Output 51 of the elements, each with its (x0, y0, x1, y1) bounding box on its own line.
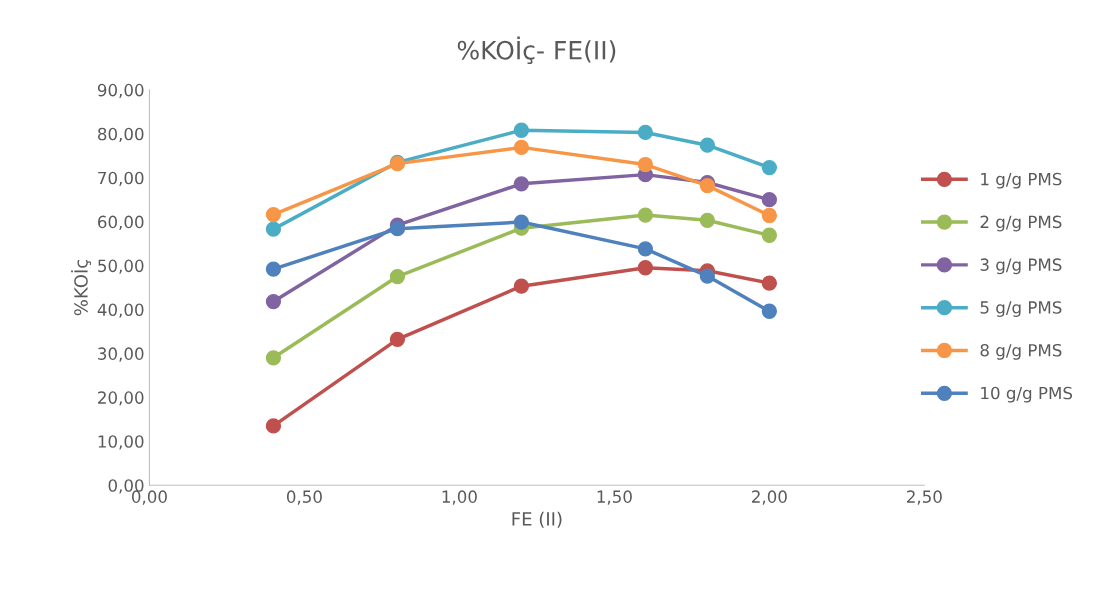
x-tick-label: 2,50 (907, 490, 942, 505)
legend-label: 3 g/g PMS (980, 258, 1062, 275)
y-tick-label: 70,00 (98, 171, 144, 186)
point (265, 350, 282, 366)
y-tick-label: 20,00 (98, 391, 144, 406)
point (637, 260, 654, 276)
y-axis-title: %KOİç (71, 259, 92, 316)
point (761, 303, 778, 319)
y-tick-label: 10,00 (98, 435, 144, 450)
legend-label: 1 g/g PMS (981, 172, 1062, 189)
point (699, 268, 716, 284)
point (699, 212, 716, 228)
point (513, 214, 530, 230)
legend-label: 5 g/g PMS (980, 301, 1062, 317)
y-tick-label: 80,00 (98, 127, 144, 143)
point (637, 207, 654, 223)
point (265, 261, 282, 277)
point (389, 268, 406, 285)
x-axis-title: FE (II) (512, 511, 562, 528)
y-tick-label: 90,00 (97, 83, 144, 99)
point (637, 124, 654, 141)
y-tick-label: 60,00 (98, 215, 144, 230)
x-tick-label: 1,50 (597, 490, 632, 505)
point (513, 122, 530, 138)
point (761, 227, 778, 243)
chart-title: %KOİç- FE(II) (457, 36, 616, 65)
y-tick-label: 30,00 (98, 347, 144, 362)
point (637, 241, 654, 257)
point (265, 293, 282, 310)
point (761, 159, 778, 176)
point (761, 275, 778, 291)
x-tick-label: 0,50 (286, 490, 322, 505)
point (265, 418, 282, 434)
point (699, 137, 716, 153)
x-tick-label: 1,00 (442, 490, 477, 505)
point (637, 156, 654, 173)
x-tick-label: 2,00 (752, 490, 787, 505)
point (513, 176, 530, 192)
point (265, 221, 282, 237)
point (761, 207, 778, 224)
y-tick-label: 40,00 (97, 303, 144, 318)
point (389, 331, 406, 347)
point (389, 221, 406, 237)
point (265, 206, 282, 223)
point (513, 278, 530, 294)
point (513, 139, 530, 156)
point (761, 192, 778, 208)
legend-label: 8 g/g PMS (980, 343, 1062, 360)
legend-label: 2 g/g PMS (980, 215, 1062, 232)
y-tick-label: 50,00 (98, 259, 144, 274)
legend-label: 10 g/g PMS (981, 386, 1073, 403)
